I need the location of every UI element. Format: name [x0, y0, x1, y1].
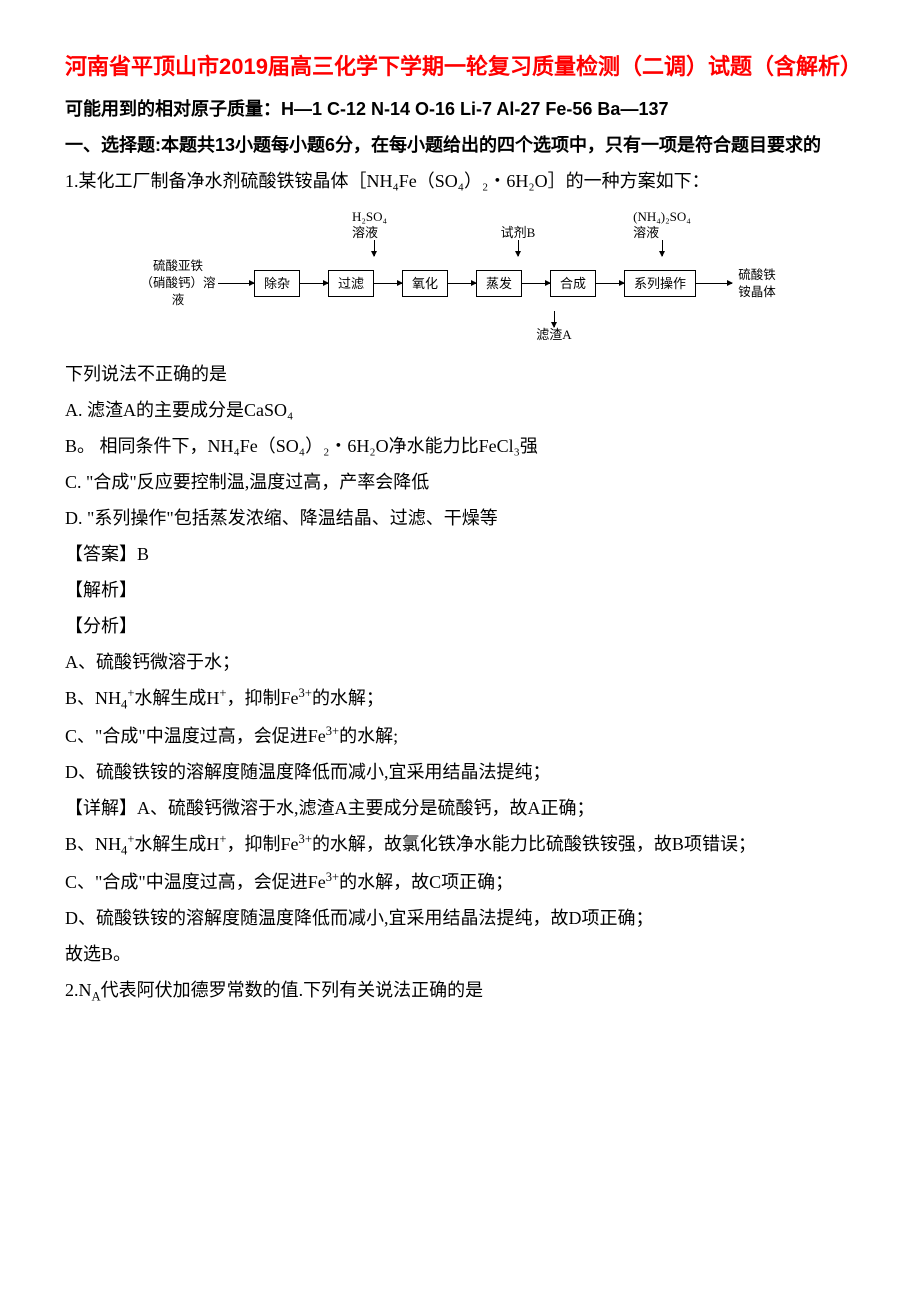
arrow-right-icon: [300, 283, 328, 284]
flow-box-6: 系列操作: [624, 270, 696, 298]
q1-analysis-a: A、硫酸钙微溶于水；: [65, 644, 855, 680]
arrow-down-icon: [662, 240, 663, 256]
arrow-down-icon: [518, 240, 519, 256]
q1-detail-a: 【详解】A、硫酸钙微溶于水,滤渣A主要成分是硫酸钙，故A正确；: [65, 790, 855, 826]
arrow-right-icon: [218, 283, 254, 284]
q1-detail-d: D、硫酸铁铵的溶解度随温度降低而减小,宜采用结晶法提纯，故D项正确；: [65, 900, 855, 936]
flow-top-label-2: 试剂B: [501, 225, 536, 241]
q1-analysis-b: B、NH4+水解生成H+，抑制Fe3+的水解；: [65, 680, 855, 718]
arrow-right-icon: [374, 283, 402, 284]
flow-box-4: 蒸发: [476, 270, 522, 298]
arrow-right-icon: [522, 283, 550, 284]
q1-opt-b: B。 相同条件下，NH₄Fe（SO₄）₂・6H₂O净水能力比FeCl₃强: [65, 428, 855, 464]
atomic-mass-line: 可能用到的相对原子质量：H—1 C-12 N-14 O-16 Li-7 Al-2…: [65, 91, 855, 127]
q1-opt-d: D. "系列操作"包括蒸发浓缩、降温结晶、过滤、干燥等: [65, 500, 855, 536]
flow-bottom-row: 滤渣A: [344, 311, 576, 343]
flow-input-label: 硫酸亚铁 （硝酸钙）溶液: [138, 258, 218, 309]
flow-bottom-label: 滤渣A: [536, 327, 571, 343]
q1-fenxi-label: 【分析】: [65, 608, 855, 644]
q1-detail-c: C、"合成"中温度过高，会促进Fe3+的水解，故C项正确；: [65, 864, 855, 900]
q1-analysis-c: C、"合成"中温度过高，会促进Fe3+的水解;: [65, 718, 855, 754]
page-title: 河南省平顶山市2019届高三化学下学期一轮复习质量检测（二调）试题（含解析）: [65, 50, 855, 83]
q1-detail-b: B、NH4+水解生成H+，抑制Fe3+的水解，故氯化铁净水能力比硫酸铁铵强，故B…: [65, 826, 855, 864]
flow-output-label: 硫酸铁 铵晶体: [732, 267, 782, 301]
q1-ask: 下列说法不正确的是: [65, 356, 855, 392]
q1-answer: 【答案】B: [65, 536, 855, 572]
flow-box-3: 氧化: [402, 270, 448, 298]
q1-opt-a: A. 滤渣A的主要成分是CaSO₄: [65, 392, 855, 428]
section-heading: 一、选择题:本题共13小题每小题6分，在每小题给出的四个选项中，只有一项是符合题…: [65, 127, 855, 163]
flow-box-5: 合成: [550, 270, 596, 298]
flow-box-1: 除杂: [254, 270, 300, 298]
q1-analysis-d: D、硫酸铁铵的溶解度随温度降低而减小,宜采用结晶法提纯；: [65, 754, 855, 790]
q1-jiexi-label: 【解析】: [65, 572, 855, 608]
flow-top-label-3: (NH₄)₂SO₄溶液: [633, 209, 691, 240]
arrow-down-icon: [374, 240, 375, 256]
flowchart: H₂SO₄溶液 试剂B (NH₄)₂SO₄溶液 硫酸亚铁 （硝酸钙）溶液 除杂 …: [65, 209, 855, 342]
arrow-right-icon: [596, 283, 624, 284]
q2-stem: 2.NA代表阿伏加德罗常数的值.下列有关说法正确的是: [65, 972, 855, 1010]
q1-choose: 故选B。: [65, 936, 855, 972]
flow-box-2: 过滤: [328, 270, 374, 298]
q1-opt-c: C. "合成"反应要控制温,温度过高，产率会降低: [65, 464, 855, 500]
flow-top-row: H₂SO₄溶液 试剂B (NH₄)₂SO₄溶液: [236, 209, 684, 256]
arrow-right-icon: [448, 283, 476, 284]
arrow-down-icon: [554, 311, 555, 327]
flow-mid-row: 硫酸亚铁 （硝酸钙）溶液 除杂 过滤 氧化 蒸发 合成 系列操作 硫酸铁 铵晶体: [138, 258, 782, 309]
arrow-right-icon: [696, 283, 732, 284]
flow-top-label-1: H₂SO₄溶液: [352, 209, 396, 240]
q1-stem: 1.某化工厂制备净水剂硫酸铁铵晶体［NH₄Fe（SO₄）₂・6H₂O］的一种方案…: [65, 163, 855, 199]
